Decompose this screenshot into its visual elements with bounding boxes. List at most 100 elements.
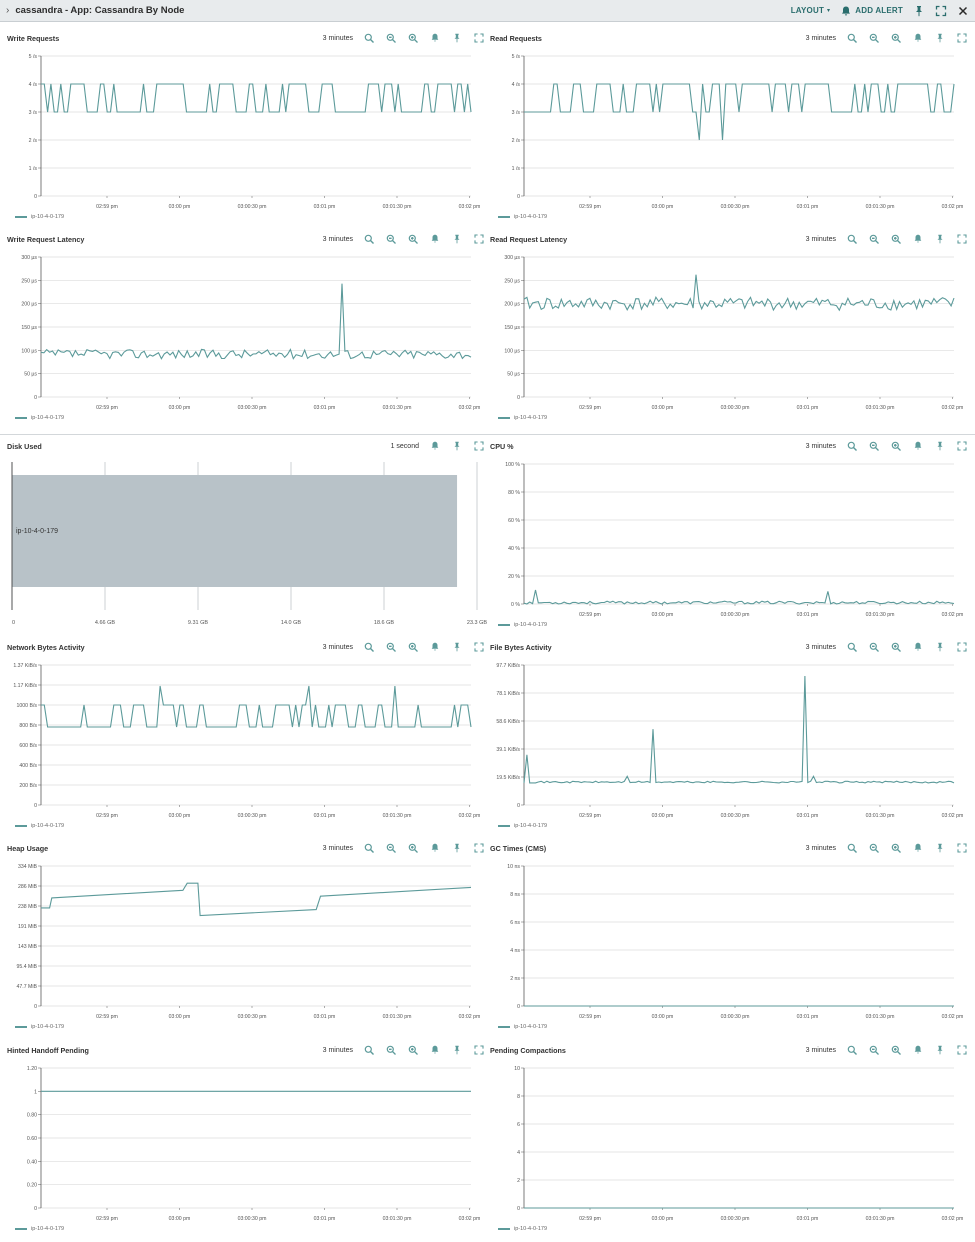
- pin-panel-button[interactable]: [451, 233, 463, 245]
- zoom-out-button[interactable]: [846, 842, 858, 854]
- time-range-selector[interactable]: 3 minutes: [805, 34, 836, 42]
- pin-panel-button[interactable]: [934, 440, 946, 452]
- pin-panel-button[interactable]: [451, 842, 463, 854]
- time-range-selector[interactable]: 3 minutes: [322, 844, 353, 852]
- expand-panel-button[interactable]: [473, 440, 485, 452]
- zoom-reset-button[interactable]: [868, 1044, 880, 1056]
- zoom-in-button[interactable]: [890, 842, 902, 854]
- add-alert-button[interactable]: ADD ALERT: [840, 5, 903, 17]
- pin-panel-button[interactable]: [451, 641, 463, 653]
- pin-panel-button[interactable]: [451, 1044, 463, 1056]
- zoom-out-button[interactable]: [363, 1044, 375, 1056]
- zoom-reset-button[interactable]: [868, 641, 880, 653]
- add-alert-panel-button[interactable]: [912, 641, 924, 653]
- expand-panel-button[interactable]: [956, 641, 968, 653]
- add-alert-panel-button[interactable]: [912, 233, 924, 245]
- zoom-out-button[interactable]: [846, 32, 858, 44]
- expand-panel-button[interactable]: [956, 233, 968, 245]
- expand-panel-button[interactable]: [473, 842, 485, 854]
- expand-panel-button[interactable]: [956, 440, 968, 452]
- zoom-reset-button[interactable]: [385, 233, 397, 245]
- expand-panel-button[interactable]: [473, 233, 485, 245]
- add-alert-panel-button[interactable]: [429, 32, 441, 44]
- chart-legend[interactable]: ip-10-4-0-179: [498, 1226, 547, 1232]
- zoom-out-button[interactable]: [363, 32, 375, 44]
- zoom-reset-button[interactable]: [868, 842, 880, 854]
- close-button[interactable]: [957, 5, 969, 17]
- zoom-in-button[interactable]: [407, 641, 419, 653]
- expand-panel-button[interactable]: [956, 842, 968, 854]
- zoom-out-button[interactable]: [363, 842, 375, 854]
- zoom-in-button[interactable]: [890, 641, 902, 653]
- collapse-chevron-icon[interactable]: ›: [6, 5, 10, 16]
- fullscreen-button[interactable]: [935, 5, 947, 17]
- add-alert-panel-button[interactable]: [429, 1044, 441, 1056]
- add-alert-panel-button[interactable]: [912, 32, 924, 44]
- chart-legend[interactable]: ip-10-4-0-179: [498, 214, 547, 220]
- zoom-in-button[interactable]: [890, 32, 902, 44]
- add-alert-panel-button[interactable]: [429, 233, 441, 245]
- zoom-out-button[interactable]: [363, 641, 375, 653]
- pin-panel-button[interactable]: [451, 440, 463, 452]
- time-range-selector[interactable]: 3 minutes: [322, 643, 353, 651]
- zoom-out-button[interactable]: [846, 641, 858, 653]
- zoom-reset-button[interactable]: [385, 641, 397, 653]
- time-range-selector[interactable]: 3 minutes: [805, 844, 836, 852]
- time-range-selector[interactable]: 3 minutes: [805, 442, 836, 450]
- chart-legend[interactable]: ip-10-4-0-179: [15, 1024, 64, 1030]
- expand-icon: [474, 843, 484, 853]
- add-alert-panel-button[interactable]: [912, 1044, 924, 1056]
- add-alert-panel-button[interactable]: [429, 440, 441, 452]
- zoom-out-button[interactable]: [846, 440, 858, 452]
- chart-legend[interactable]: ip-10-4-0-179: [15, 415, 64, 421]
- zoom-reset-button[interactable]: [385, 32, 397, 44]
- expand-panel-button[interactable]: [956, 1044, 968, 1056]
- zoom-in-button[interactable]: [407, 233, 419, 245]
- chart-legend[interactable]: ip-10-4-0-179: [15, 214, 64, 220]
- add-alert-panel-button[interactable]: [912, 440, 924, 452]
- zoom-reset-button[interactable]: [385, 1044, 397, 1056]
- pin-panel-button[interactable]: [934, 641, 946, 653]
- zoom-in-button[interactable]: [407, 1044, 419, 1056]
- add-alert-panel-button[interactable]: [429, 641, 441, 653]
- chart-legend[interactable]: ip-10-4-0-179: [498, 622, 547, 628]
- chart-legend[interactable]: ip-10-4-0-179: [15, 1226, 64, 1232]
- expand-panel-button[interactable]: [473, 641, 485, 653]
- time-range-selector[interactable]: 3 minutes: [322, 235, 353, 243]
- expand-panel-button[interactable]: [473, 32, 485, 44]
- zoom-reset-button[interactable]: [868, 440, 880, 452]
- layout-menu-button[interactable]: LAYOUT ▾: [791, 6, 831, 15]
- chart-legend[interactable]: ip-10-4-0-179: [498, 415, 547, 421]
- time-range-selector[interactable]: 3 minutes: [805, 235, 836, 243]
- time-range-selector[interactable]: 3 minutes: [805, 643, 836, 651]
- time-range-selector[interactable]: 3 minutes: [322, 34, 353, 42]
- expand-panel-button[interactable]: [473, 1044, 485, 1056]
- zoom-out-button[interactable]: [846, 233, 858, 245]
- zoom-out-button[interactable]: [846, 1044, 858, 1056]
- add-alert-panel-button[interactable]: [912, 842, 924, 854]
- pin-panel-button[interactable]: [451, 32, 463, 44]
- expand-panel-button[interactable]: [956, 32, 968, 44]
- zoom-in-button[interactable]: [890, 233, 902, 245]
- time-range-selector[interactable]: 1 second: [390, 442, 419, 450]
- zoom-in-button[interactable]: [407, 842, 419, 854]
- pin-panel-button[interactable]: [934, 32, 946, 44]
- zoom-in-button[interactable]: [890, 1044, 902, 1056]
- time-range-selector[interactable]: 3 minutes: [322, 1046, 353, 1054]
- chart-legend[interactable]: ip-10-4-0-179: [15, 823, 64, 829]
- pin-panel-button[interactable]: [934, 233, 946, 245]
- add-alert-panel-button[interactable]: [429, 842, 441, 854]
- chart-legend[interactable]: ip-10-4-0-179: [498, 1024, 547, 1030]
- zoom-reset-button[interactable]: [385, 842, 397, 854]
- time-range-selector[interactable]: 3 minutes: [805, 1046, 836, 1054]
- pin-dashboard-button[interactable]: [913, 5, 925, 17]
- zoom-in-button[interactable]: [407, 32, 419, 44]
- chart-legend[interactable]: ip-10-4-0-179: [498, 823, 547, 829]
- zoom-out-button[interactable]: [363, 233, 375, 245]
- x-tick-label: 03:02 pm: [459, 813, 481, 819]
- zoom-reset-button[interactable]: [868, 32, 880, 44]
- zoom-in-button[interactable]: [890, 440, 902, 452]
- pin-panel-button[interactable]: [934, 842, 946, 854]
- pin-panel-button[interactable]: [934, 1044, 946, 1056]
- zoom-reset-button[interactable]: [868, 233, 880, 245]
